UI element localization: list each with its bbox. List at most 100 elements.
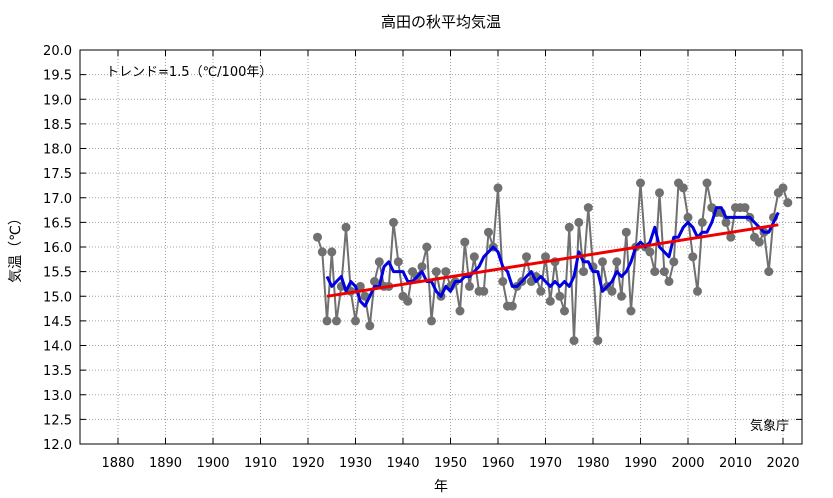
y-tick-label: 17.5 — [43, 167, 72, 182]
annual-point — [479, 286, 489, 296]
annual-point — [469, 252, 479, 262]
annual-point — [431, 267, 441, 277]
annual-line — [316, 180, 789, 341]
x-tick-label: 1890 — [149, 456, 182, 471]
annual-point — [607, 286, 617, 296]
y-tick-label: 15.5 — [43, 266, 72, 281]
annual-point — [341, 222, 351, 232]
x-axis-label: 年 — [434, 479, 448, 495]
y-axis-label: 気温（℃） — [8, 211, 24, 283]
annual-point — [583, 203, 593, 213]
x-tick-label: 1900 — [196, 456, 229, 471]
x-tick-label: 1960 — [481, 456, 514, 471]
annual-point — [365, 321, 375, 331]
x-axis: 1880 1890 1900 1910 1920 1930 1940 1950 1960 1970… — [101, 50, 800, 471]
y-tick-label: 12.5 — [43, 413, 72, 428]
annual-point — [574, 217, 584, 227]
annual-point — [664, 277, 674, 286]
annual-point — [313, 232, 322, 242]
y-tick-label: 16.5 — [43, 216, 72, 231]
annual-point — [355, 281, 365, 291]
annual-point — [541, 252, 550, 262]
moving-average-line — [325, 206, 780, 308]
annual-point — [455, 306, 465, 316]
annual-point — [612, 257, 622, 267]
annual-point — [593, 336, 603, 346]
annual-point — [422, 242, 432, 252]
y-tick-label: 14.5 — [43, 315, 72, 330]
chart-title: 高田の秋平均気温 — [381, 13, 501, 31]
x-tick-label: 2010 — [719, 456, 752, 471]
y-tick-label: 17.0 — [43, 192, 72, 207]
annual-point — [493, 183, 503, 193]
annual-point — [683, 212, 693, 222]
y-tick-label: 19.0 — [43, 93, 72, 108]
x-tick-label: 1990 — [624, 456, 657, 471]
annual-point — [669, 257, 679, 267]
annual-point — [460, 237, 470, 247]
annual-point — [555, 291, 565, 301]
annual-point — [754, 237, 764, 247]
annual-point — [569, 336, 579, 346]
x-tick-label: 1970 — [529, 456, 562, 471]
annual-point — [393, 257, 403, 267]
annual-point — [322, 316, 332, 326]
annual-point — [536, 286, 546, 296]
trend-line — [326, 223, 779, 298]
annual-point — [740, 203, 750, 213]
annual-point — [693, 286, 702, 296]
annual-point — [655, 188, 664, 198]
annual-point — [522, 252, 531, 262]
annual-point — [617, 291, 626, 301]
annual-point — [702, 178, 712, 188]
annual-point — [427, 316, 436, 326]
annual-point — [645, 247, 655, 257]
annual-point — [579, 267, 588, 277]
source-label: 気象庁 — [750, 418, 789, 434]
annual-point — [484, 227, 493, 237]
y-tick-label: 19.5 — [43, 69, 72, 84]
annual-point — [721, 217, 731, 227]
annual-point — [688, 252, 698, 262]
x-tick-label: 1940 — [386, 456, 419, 471]
y-tick-label: 14.0 — [43, 340, 72, 355]
annual-point — [560, 306, 569, 316]
annual-point — [598, 257, 607, 267]
annual-point — [441, 267, 451, 277]
annual-point — [659, 267, 669, 277]
annual-point — [764, 267, 774, 277]
y-tick-label: 13.5 — [43, 364, 72, 379]
y-tick-label: 18.5 — [43, 118, 72, 133]
y-tick-label: 15.0 — [43, 290, 72, 305]
annual-point — [507, 301, 517, 311]
annual-point — [370, 277, 379, 286]
x-tick-label: 1910 — [244, 456, 277, 471]
annual-point — [636, 178, 645, 188]
annual-point — [317, 247, 327, 257]
y-tick-label: 18.0 — [43, 143, 72, 158]
annual-point — [403, 296, 413, 306]
y-tick-label: 16.0 — [43, 241, 72, 256]
x-tick-label: 2000 — [671, 456, 704, 471]
series-layer — [313, 178, 793, 346]
x-tick-label: 1920 — [291, 456, 324, 471]
annual-point — [465, 281, 474, 291]
y-axis: 12.0 12.5 13.0 13.5 14.0 14.5 15.0 15.5 16.0 16.5… — [43, 44, 802, 453]
annual-point — [650, 267, 660, 277]
annual-point — [374, 257, 384, 267]
annual-point — [545, 296, 555, 306]
trend-annotation: トレンド=1.5（℃/100年） — [106, 65, 272, 80]
y-tick-label: 20.0 — [43, 44, 72, 59]
annual-point — [332, 316, 341, 326]
annual-point — [626, 306, 636, 316]
x-tick-label: 1930 — [339, 456, 372, 471]
annual-point — [351, 316, 360, 326]
grid — [80, 49, 802, 445]
annual-point — [778, 183, 788, 193]
x-tick-label: 1980 — [576, 456, 609, 471]
annual-point — [498, 277, 508, 286]
y-tick-label: 13.0 — [43, 389, 72, 404]
annual-point — [621, 227, 631, 237]
annual-point — [417, 262, 427, 272]
annual-point — [327, 247, 337, 257]
